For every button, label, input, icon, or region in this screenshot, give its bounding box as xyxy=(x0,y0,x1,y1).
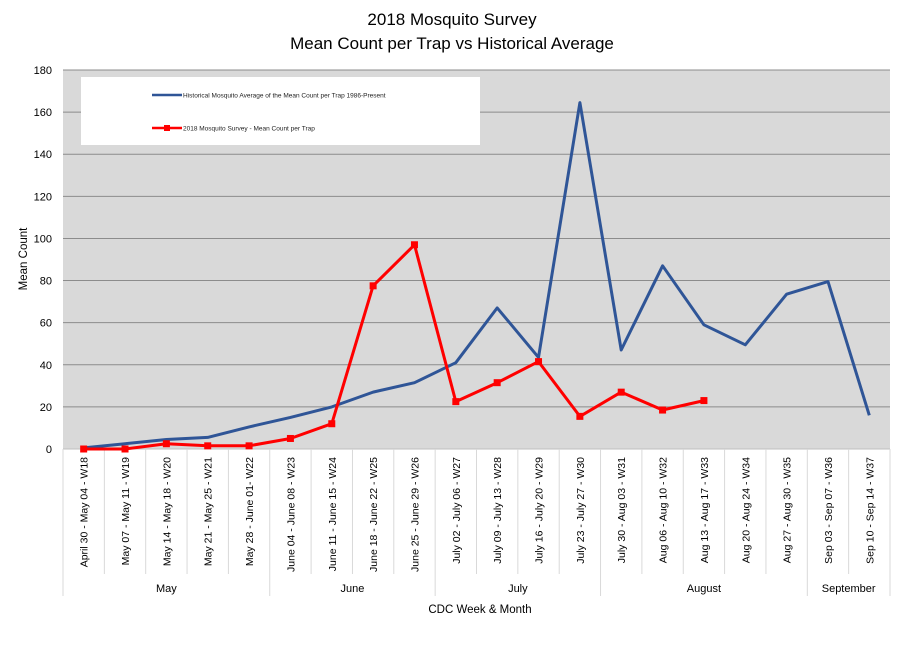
y-axis-ticks: 0 20 40 60 80 100 120 140 160 180 xyxy=(34,65,52,456)
x-tick-label: Aug 13 - Aug 17 - W33 xyxy=(699,457,711,563)
month-label: August xyxy=(687,583,721,595)
x-tick-label: Aug 06 - Aug 10 - W32 xyxy=(658,457,670,563)
data-point-marker xyxy=(328,420,336,428)
data-point-marker xyxy=(80,445,88,453)
x-tick-label: May 14 - May 18 - W20 xyxy=(161,457,173,566)
x-tick-label: Aug 20 - Aug 24 - W34 xyxy=(740,457,752,563)
y-tick-label: 100 xyxy=(34,233,52,245)
legend-marker-2018 xyxy=(164,125,170,131)
x-tick-label: May 21 - May 25 - W21 xyxy=(203,457,215,566)
month-label: September xyxy=(822,583,876,595)
month-label: May xyxy=(156,583,177,595)
legend-label-2018: 2018 Mosquito Survey - Mean Count per Tr… xyxy=(183,126,315,133)
x-tick-label: June 04 - June 08 - W23 xyxy=(285,457,297,572)
x-tick-label: April 30 - May 04 - W18 xyxy=(79,457,91,567)
y-tick-label: 60 xyxy=(40,318,52,330)
y-tick-label: 120 xyxy=(34,191,52,203)
x-tick-label: May 07 - May 11 - W19 xyxy=(120,457,132,565)
data-point-marker xyxy=(493,379,501,387)
x-axis xyxy=(62,448,891,574)
x-tick-label: Sep 10 - Sep 14 - W37 xyxy=(864,457,876,564)
data-point-marker xyxy=(121,445,129,453)
y-tick-label: 180 xyxy=(34,65,52,77)
data-point-marker xyxy=(245,442,253,450)
x-tick-label: July 09 - July 13 - W28 xyxy=(492,457,504,564)
x-tick-label: June 11 - June 15 - W24 xyxy=(327,457,339,571)
x-tick-label: Sep 03 - Sep 07 - W36 xyxy=(823,457,835,564)
data-point-marker xyxy=(452,398,460,406)
x-axis-month-labels: May June July August September xyxy=(62,574,891,596)
x-tick-label: July 16 - July 20 - W29 xyxy=(534,457,546,564)
legend: Historical Mosquito Average of the Mean … xyxy=(81,77,480,145)
x-axis-title: CDC Week & Month xyxy=(428,604,531,616)
data-point-marker xyxy=(535,358,543,366)
x-axis-category-labels: April 30 - May 04 - W18 May 07 - May 11 -… xyxy=(79,457,877,572)
data-point-marker xyxy=(617,388,625,396)
x-tick-label: July 02 - July 06 - W27 xyxy=(451,457,463,564)
y-axis-title: Mean Count xyxy=(18,227,30,290)
y-tick-label: 20 xyxy=(40,402,52,414)
legend-label-historical: Historical Mosquito Average of the Mean … xyxy=(183,93,386,100)
x-tick-label: June 25 - June 29 - W26 xyxy=(409,457,421,572)
x-tick-label: June 18 - June 22 - W25 xyxy=(368,457,380,572)
x-tick-label: Aug 27 - Aug 30 - W35 xyxy=(782,457,794,563)
series-1 xyxy=(80,241,708,453)
series-lines xyxy=(80,101,871,453)
data-point-marker xyxy=(162,440,170,448)
data-point-marker xyxy=(204,442,212,450)
month-label: June xyxy=(341,583,365,595)
series-0 xyxy=(83,101,871,450)
chart-title: 2018 Mosquito Survey xyxy=(367,10,537,29)
data-point-marker xyxy=(369,282,377,290)
data-point-marker xyxy=(659,406,667,414)
legend-box xyxy=(81,77,480,145)
series-line xyxy=(83,101,871,450)
series-line xyxy=(83,243,705,451)
y-tick-label: 40 xyxy=(40,360,52,372)
data-point-marker xyxy=(410,241,418,249)
x-tick-label: July 23 - July 27 - W30 xyxy=(575,457,587,564)
y-tick-label: 140 xyxy=(34,149,52,161)
x-tick-label: July 30 - Aug 03 - W31 xyxy=(616,457,628,563)
chart-subtitle: Mean Count per Trap vs Historical Averag… xyxy=(290,34,614,53)
data-point-marker xyxy=(576,412,584,420)
y-tick-label: 0 xyxy=(46,444,52,456)
data-point-marker xyxy=(700,397,708,405)
data-point-marker xyxy=(286,434,294,442)
month-label: July xyxy=(508,583,528,595)
y-tick-label: 80 xyxy=(40,276,52,288)
x-tick-label: May 28 - June 01- W22 xyxy=(244,457,256,566)
y-tick-label: 160 xyxy=(34,107,52,119)
